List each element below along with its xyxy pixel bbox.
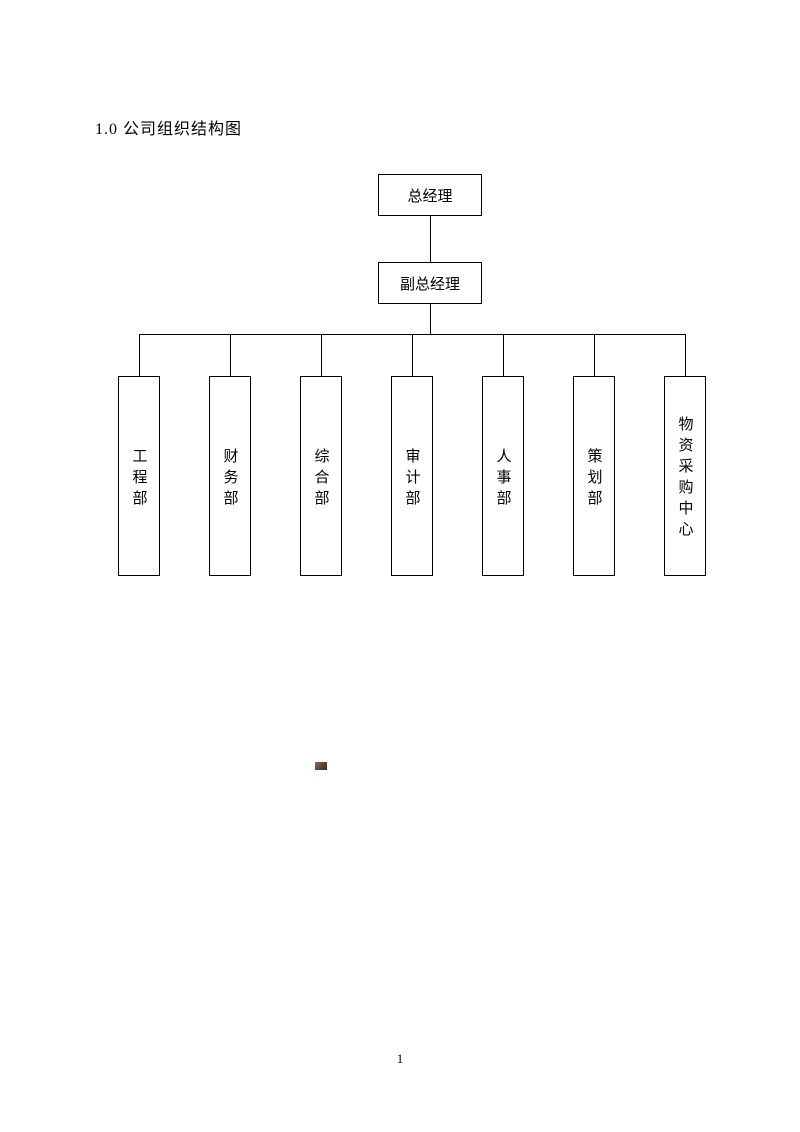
image-artifact (315, 762, 327, 770)
connector-drop-0 (139, 334, 140, 376)
dept-procurement: 物资采购中心 (664, 376, 706, 576)
page-number: 1 (397, 1051, 404, 1067)
dept-planning: 策划部 (573, 376, 615, 576)
dept-hr: 人事部 (482, 376, 524, 576)
connector-drop-6 (685, 334, 686, 376)
org-chart: 总经理 副总经理 工程部 财务部 综合部 审计部 人事部 策划部 物资采购中心 (95, 169, 705, 669)
node-vice-ceo: 副总经理 (378, 262, 482, 304)
node-ceo: 总经理 (378, 174, 482, 216)
connector-v1 (430, 216, 431, 262)
page-title: 1.0 公司组织结构图 (95, 115, 705, 139)
connector-drop-3 (412, 334, 413, 376)
connector-drop-1 (230, 334, 231, 376)
document-page: 1.0 公司组织结构图 总经理 副总经理 工程部 财务部 综合部 审计部 人事部… (0, 0, 800, 1132)
connector-drop-2 (321, 334, 322, 376)
connector-drop-4 (503, 334, 504, 376)
dept-finance: 财务部 (209, 376, 251, 576)
dept-engineering: 工程部 (118, 376, 160, 576)
connector-v2 (430, 304, 431, 334)
connector-drop-5 (594, 334, 595, 376)
dept-audit: 审计部 (391, 376, 433, 576)
dept-general: 综合部 (300, 376, 342, 576)
